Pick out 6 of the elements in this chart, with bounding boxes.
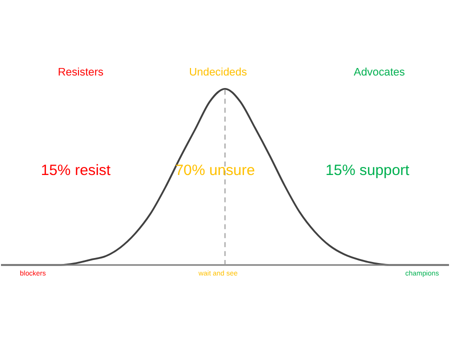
annotation: 15% resist	[40, 162, 112, 179]
text: Advocates	[354, 66, 406, 78]
annotation: 15% support	[325, 162, 410, 179]
text: Undecideds	[189, 66, 248, 78]
annotation: 70% unsure	[175, 162, 255, 179]
text: Resisters	[58, 66, 104, 78]
